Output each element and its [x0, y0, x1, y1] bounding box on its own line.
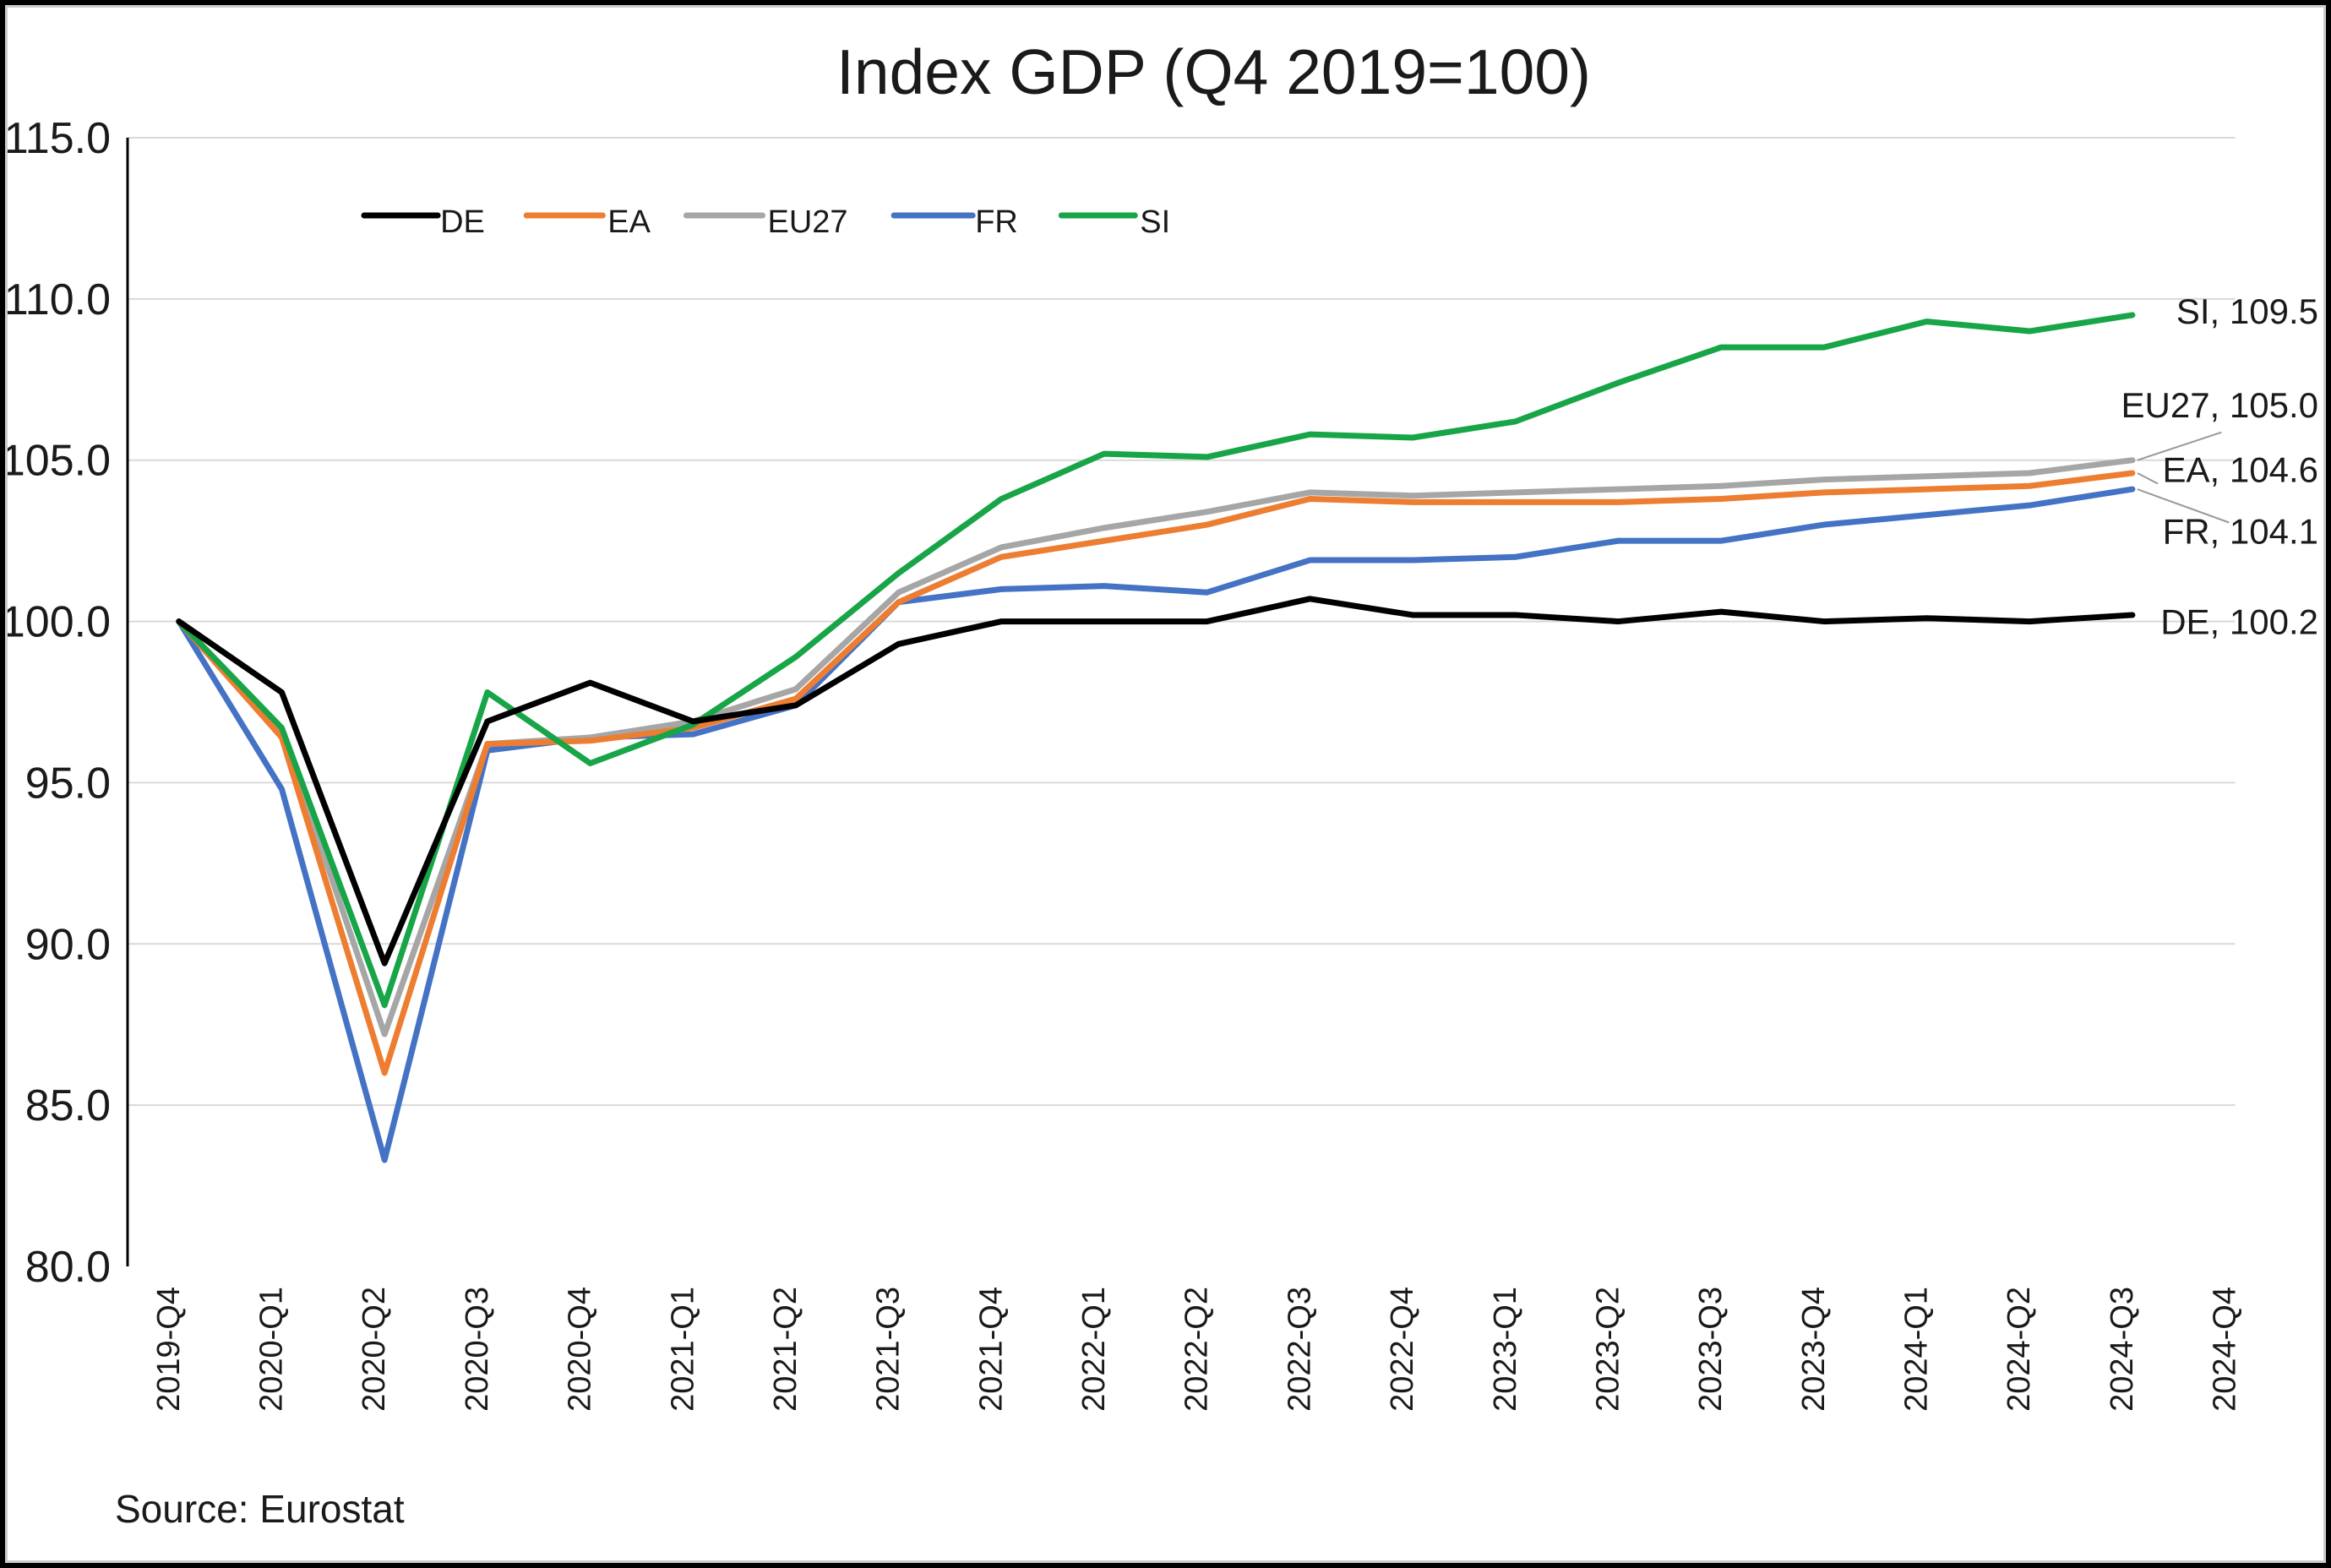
svg-text:SI, 109.5: SI, 109.5: [2176, 291, 2318, 331]
svg-text:2022-Q2: 2022-Q2: [1179, 1287, 1215, 1412]
svg-text:EU27, 105.0: EU27, 105.0: [2121, 385, 2318, 425]
svg-text:2020-Q2: 2020-Q2: [357, 1287, 392, 1412]
svg-text:2024-Q1: 2024-Q1: [1899, 1287, 1935, 1412]
svg-text:2020-Q1: 2020-Q1: [253, 1287, 289, 1412]
svg-text:95.0: 95.0: [25, 759, 111, 808]
svg-text:100.0: 100.0: [8, 598, 111, 647]
svg-text:90.0: 90.0: [25, 920, 111, 969]
svg-text:2022-Q4: 2022-Q4: [1385, 1287, 1420, 1412]
svg-text:2020-Q4: 2020-Q4: [563, 1287, 598, 1412]
svg-text:115.0: 115.0: [8, 114, 111, 163]
svg-text:110.0: 110.0: [8, 275, 111, 324]
svg-text:80.0: 80.0: [25, 1243, 111, 1292]
svg-text:DE, 100.2: DE, 100.2: [2160, 602, 2318, 642]
svg-text:2023-Q1: 2023-Q1: [1488, 1287, 1523, 1412]
svg-text:2019-Q4: 2019-Q4: [151, 1287, 187, 1412]
svg-text:EA, 104.6: EA, 104.6: [2163, 450, 2318, 490]
svg-text:2021-Q2: 2021-Q2: [768, 1287, 803, 1412]
svg-text:SI: SI: [1140, 204, 1170, 240]
svg-text:DE: DE: [440, 204, 485, 240]
svg-text:2021-Q1: 2021-Q1: [665, 1287, 700, 1412]
svg-text:2024-Q3: 2024-Q3: [2105, 1287, 2140, 1412]
svg-text:2022-Q3: 2022-Q3: [1282, 1287, 1317, 1412]
svg-text:2023-Q3: 2023-Q3: [1693, 1287, 1729, 1412]
svg-text:2023-Q4: 2023-Q4: [1796, 1287, 1832, 1412]
svg-text:2023-Q2: 2023-Q2: [1590, 1287, 1626, 1412]
svg-text:EA: EA: [607, 204, 651, 240]
svg-text:FR, 104.1: FR, 104.1: [2163, 512, 2318, 552]
svg-text:EU27: EU27: [768, 204, 848, 240]
svg-text:2022-Q1: 2022-Q1: [1076, 1287, 1112, 1412]
svg-text:2020-Q3: 2020-Q3: [460, 1287, 495, 1412]
svg-text:FR: FR: [975, 204, 1018, 240]
svg-text:2021-Q4: 2021-Q4: [973, 1287, 1009, 1412]
svg-text:2021-Q3: 2021-Q3: [871, 1287, 907, 1412]
svg-text:2024-Q4: 2024-Q4: [2208, 1287, 2243, 1412]
svg-text:85.0: 85.0: [25, 1081, 111, 1130]
svg-text:2024-Q2: 2024-Q2: [2002, 1287, 2037, 1412]
svg-text:105.0: 105.0: [8, 437, 111, 486]
